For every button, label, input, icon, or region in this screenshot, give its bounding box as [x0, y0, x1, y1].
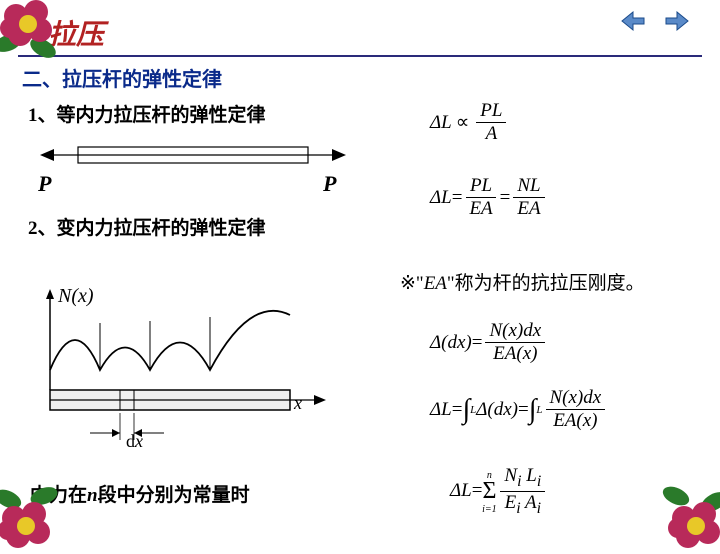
x-axis-label: x: [294, 393, 302, 414]
f3-eq: =: [472, 332, 483, 354]
dx-label: dx: [126, 431, 143, 452]
f4-den: EA(x): [549, 410, 601, 432]
formula-4: ΔL = ∫L Δ(dx) = ∫L N(x)dx EA(x): [430, 387, 608, 432]
f5-frac: Ni Li Ei Ai: [500, 465, 545, 518]
f2-den1: EA: [465, 198, 496, 220]
f5-sum-bot: i=1: [482, 504, 497, 515]
nav-next-icon[interactable]: [664, 10, 690, 32]
flower-decoration-br: [654, 474, 720, 554]
bt-post: 段中分别为常量时: [98, 485, 250, 506]
f3-num: N(x)dx: [485, 320, 545, 343]
rod-diagram: P P: [38, 135, 348, 185]
f4-int1: ∫: [462, 394, 470, 426]
f1-dl: ΔL: [430, 112, 452, 134]
f1-frac: PL A: [476, 100, 506, 145]
formula-5: ΔL = n Σ i=1 Ni Li Ei Ai: [450, 465, 548, 518]
f2-dl: ΔL: [430, 187, 452, 209]
formula-2: ΔL = PL EA = NL EA: [430, 175, 710, 220]
f2-num1: PL: [466, 175, 496, 198]
f2-den2: EA: [513, 198, 544, 220]
f4-dl: ΔL: [430, 399, 452, 421]
rod-force-right: P: [323, 171, 336, 197]
note-ea: ※"EA"称为杆的抗拉压刚度。: [400, 268, 645, 295]
rod-svg: [38, 135, 348, 175]
slide-container: 拉压 二、拉压杆的弹性定律 1、等内力拉压杆的弹性定律 P P 2、变内力拉压杆…: [0, 0, 720, 540]
f2-eq2: =: [500, 187, 511, 209]
f4-num: N(x)dx: [546, 387, 606, 410]
nx-svg: [30, 285, 330, 455]
f2-frac2: NL EA: [513, 175, 544, 220]
f5-sum-top: n: [487, 470, 492, 481]
rod-force-left: P: [38, 171, 51, 197]
f5-eq: =: [472, 480, 483, 502]
formulas-mid-block: Δ(dx) = N(x)dx EA(x) ΔL = ∫L Δ(dx) = ∫L …: [430, 320, 608, 432]
f4-eq1: =: [452, 399, 463, 421]
nav-prev-icon[interactable]: [620, 10, 646, 32]
flower-decoration-tl: [0, 0, 68, 68]
formula-1: ΔL ∝ PL A: [430, 100, 710, 145]
f3-den: EA(x): [489, 343, 541, 365]
f5-sum: n Σ i=1: [482, 478, 496, 505]
formula-3: Δ(dx) = N(x)dx EA(x): [430, 320, 608, 365]
section-heading-2: 二、拉压杆的弹性定律: [22, 63, 702, 92]
f5-num: Ni Li: [500, 465, 545, 492]
title-divider: [18, 55, 702, 57]
f1-den: A: [482, 123, 502, 145]
formula-5-block: ΔL = n Σ i=1 Ni Li Ei Ai: [450, 465, 548, 518]
f4-frac: N(x)dx EA(x): [546, 387, 606, 432]
f2-num2: NL: [513, 175, 544, 198]
f5-den: Ei Ai: [501, 492, 545, 518]
nx-diagram: N(x) x dx: [30, 285, 330, 455]
nx-axis-label: N(x): [58, 285, 94, 308]
formulas-right-block: ΔL ∝ PL A ΔL = PL EA = NL EA: [430, 100, 710, 220]
bt-n: n: [87, 485, 98, 506]
f4-eq2: =: [518, 399, 529, 421]
f1-num: PL: [476, 100, 506, 123]
f2-eq1: =: [452, 187, 463, 209]
f3-frac: N(x)dx EA(x): [485, 320, 545, 365]
nav-arrows: [620, 10, 690, 32]
f4-int2-sub: L: [536, 404, 542, 416]
f2-frac1: PL EA: [465, 175, 496, 220]
f4-mid: Δ(dx): [476, 399, 518, 421]
flower-decoration-bl: [0, 474, 66, 554]
f3-lhs: Δ(dx): [430, 332, 472, 354]
f1-prop: ∝: [456, 111, 470, 134]
f5-dl: ΔL: [450, 480, 472, 502]
page-title: 拉压: [48, 13, 702, 53]
